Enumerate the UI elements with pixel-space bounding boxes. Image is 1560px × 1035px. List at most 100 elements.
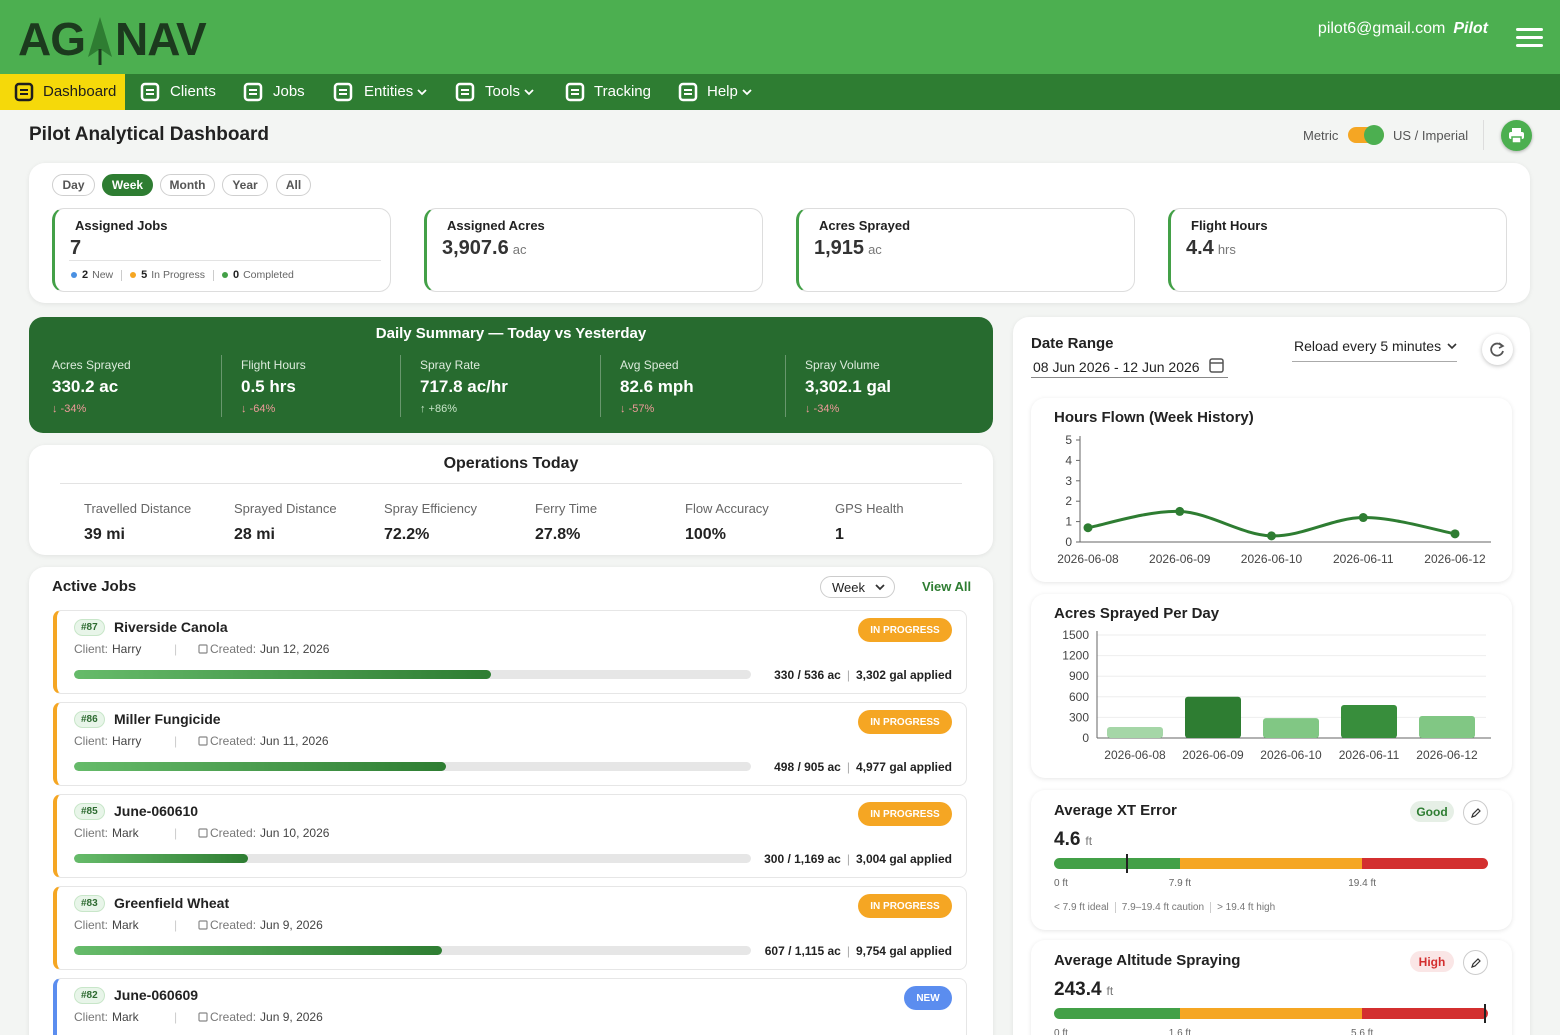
metric-value: 72.2% [384,526,430,543]
metric-label: Ferry Time [535,501,598,516]
summary-sep [600,355,601,417]
nav-item[interactable]: Tools [485,83,534,100]
summary-value: 3,302.1 gal [805,377,892,396]
unit-toggle [1348,125,1384,145]
period-pill[interactable]: Year [222,174,268,196]
edit-icon-part [1471,958,1481,968]
job-card[interactable]: #83 Greenfield Wheat Client: Mark | Created: J… [53,886,967,970]
meta-label: Created: [210,734,257,748]
gauge-tick: 5.6 ft [1351,1028,1374,1035]
print-button[interactable] [1501,120,1532,151]
client-name: Mark [112,1010,139,1024]
created-date: Jun 9, 2026 [260,1010,323,1024]
user-email[interactable]: pilot6@gmail.com [1317,20,1446,37]
period-pill[interactable]: All [276,174,311,196]
kpi-label: Assigned Jobs [75,218,168,233]
job-acres: 498 / 905 ac [774,760,841,774]
daily-summary-title: Daily Summary — Today vs Yesterday [375,325,647,342]
kpi-value-row: 4.4 hrs [1186,237,1236,260]
user-role: Pilot [1453,20,1488,37]
job-name: Greenfield Wheat [114,895,230,911]
unit-toggle-part [1364,125,1384,145]
gauge-unit: ft [1085,834,1093,848]
logo-mark-part [88,17,112,57]
nav-item[interactable]: Jobs [273,83,305,100]
calendar-icon [198,644,208,654]
nav-item[interactable]: Entities [364,83,427,100]
chart-title: Hours Flown (Week History) [1054,409,1254,426]
meta-label: Created: [210,1010,257,1024]
job-card[interactable]: #87 Riverside Canola Client: Harry | Created:… [53,610,967,694]
job-card[interactable]: #82 June-060609 Client: Mark | Created: Jun 9,… [53,978,967,1035]
nav-item[interactable]: Clients [170,83,216,100]
view-all-link[interactable]: View All [922,579,972,594]
period-pill[interactable]: Week [102,174,153,196]
nav-item[interactable]: Dashboard [43,83,116,100]
kpi-breakdown: 2 New 5 In Progress 0 Completed [71,269,294,281]
meta-label: Created: [210,826,257,840]
date-range-label: Date Range [1031,335,1114,352]
bar [1341,705,1397,738]
calendar-icon [198,920,208,930]
nav-item[interactable]: Help [707,83,752,100]
calendar-icon [198,736,208,746]
kpi-unit: ac [512,242,527,257]
section-title: Active Jobs [52,578,137,595]
chevron-part [1447,343,1457,350]
kpi-value: 3,907.6 [442,237,509,259]
kpi-card: Flight Hours 4.4 hrs [1168,208,1507,292]
metric-value: 27.8% [535,526,581,543]
job-name: Miller Fungicide [114,711,221,727]
gauge-tick: 0 ft [1054,1028,1068,1035]
job-card[interactable]: #86 Miller Fungicide Client: Harry | Created:… [53,702,967,786]
x-tick-label: 2026-06-09 [1149,552,1211,566]
summary-label: Spray Rate [420,358,481,372]
job-meta: Client: Mark | Created: Jun 10, 2026 [74,826,329,840]
menu-icon-line[interactable] [1516,44,1543,47]
kpi-divider [69,260,381,261]
job-acres: 330 / 536 ac [774,668,841,682]
period-pill[interactable]: Day [52,174,95,196]
logo-mark [88,17,112,65]
meta-sep: | [174,642,178,656]
date-range-value[interactable]: 08 Jun 2026 - 12 Jun 2026 [1033,359,1200,375]
nav-bar: Dashboard Clients Jobs Entities Tools Trackin… [0,74,1560,110]
breakdown-label: New [92,269,114,281]
nav-icon-part [571,89,579,91]
unit-label: Metric [1303,128,1339,143]
job-card[interactable]: #85 June-060610 Client: Mark | Created: Jun 10… [53,794,967,878]
nav-icon-part [339,89,347,91]
summary-change: ↑ +86% [420,403,457,415]
nav-icon [333,82,353,102]
nav-label: Dashboard [43,83,117,100]
nav-icon-part [461,89,469,91]
refresh-button[interactable] [1482,334,1513,365]
period-pill[interactable]: Month [160,174,215,196]
header: AG NAV pilot6@gmail.com Pilot [0,0,1560,74]
breakdown-count: 2 [82,269,89,281]
status-badge: IN PROGRESS [858,802,952,826]
gauge-bar [1054,858,1488,869]
filter-select[interactable]: Week [820,576,895,598]
created-date: Jun 12, 2026 [260,642,330,656]
job-meta: Client: Harry | Created: Jun 11, 2026 [74,734,329,748]
calendar-icon [198,828,208,838]
menu-icon-line[interactable] [1516,28,1543,31]
status-dot [130,272,137,278]
summary-change: ↓ -34% [52,403,87,415]
metric-label: Flow Accuracy [685,501,769,516]
operations-card: Operations Today Travelled Distance 39 mi S… [29,445,993,555]
progress-fill [74,670,492,679]
edit-button[interactable] [1463,800,1488,825]
gauge-legend: < 7.9 ft ideal 7.9–19.4 ft caution > 19.4 … [1054,902,1275,913]
refresh-icon [1490,342,1505,357]
menu-icon-line[interactable] [1516,36,1543,39]
edit-button[interactable] [1463,950,1488,975]
reload-select[interactable]: Reload every 5 minutes [1294,338,1457,354]
calendar-icon [198,1012,208,1022]
meta-label: Client: [74,1010,109,1024]
chart-card: Acres Sprayed Per Day 0 300 600 900 1200 1500 2… [1031,594,1512,778]
status-badge: IN PROGRESS [858,618,952,642]
nav-icon-part [146,93,154,95]
nav-item[interactable]: Tracking [594,83,651,100]
